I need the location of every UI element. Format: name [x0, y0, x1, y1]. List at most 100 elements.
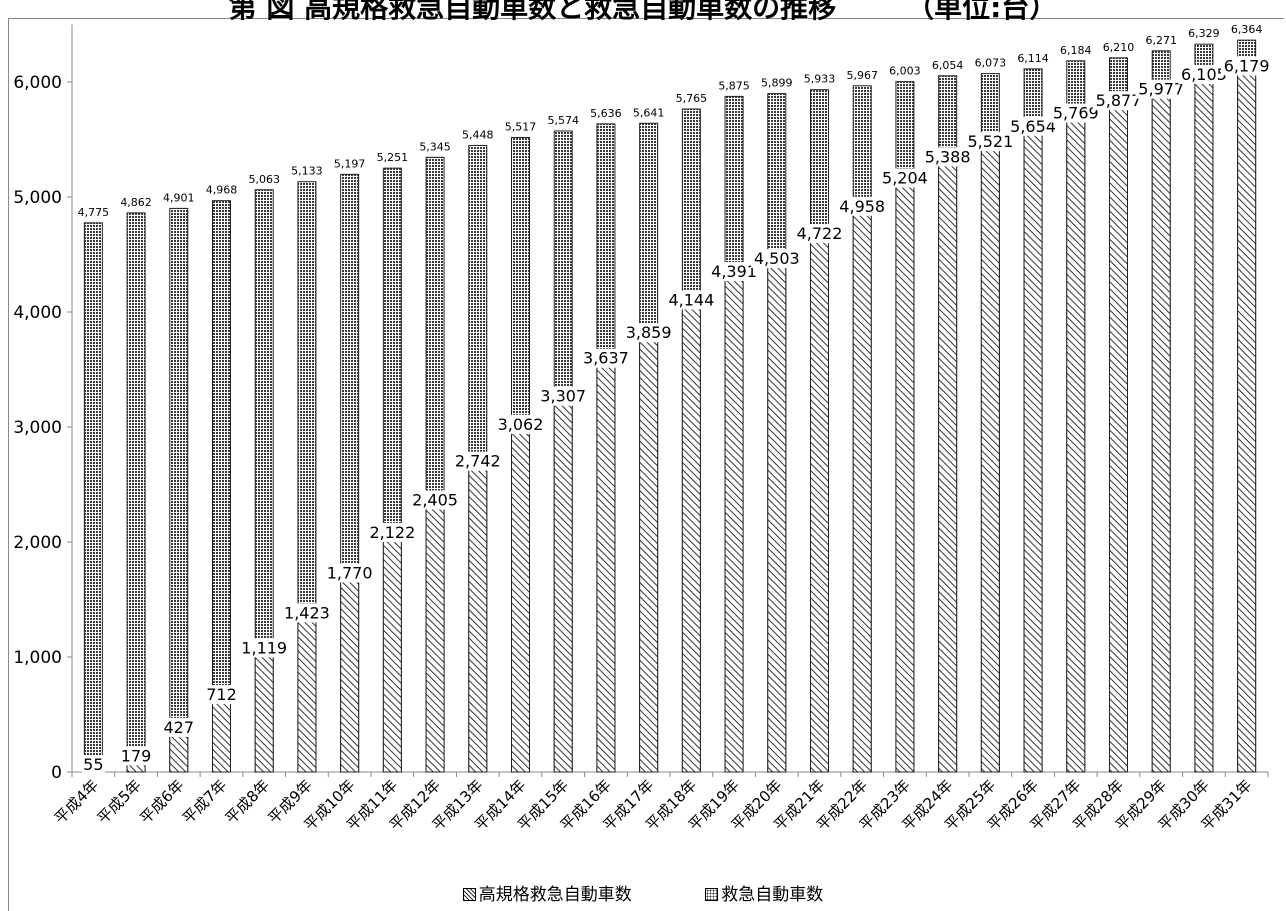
bar-koukikaku	[1109, 95, 1128, 773]
data-label-kyukyu: 6,271	[1145, 34, 1177, 47]
bar-koukikaku	[511, 419, 530, 773]
data-label-koukikaku: 4,722	[797, 224, 843, 243]
y-tick-label: 5,000	[13, 188, 62, 208]
y-tick-label: 3,000	[13, 418, 62, 438]
x-category-label: 平成6年	[136, 776, 187, 827]
y-tick-label: 4,000	[13, 303, 62, 323]
legend-item-kyukyu: 救急自動車数	[705, 880, 823, 905]
data-label-kyukyu: 6,184	[1060, 44, 1092, 57]
bar-koukikaku	[340, 567, 360, 773]
data-label-box	[879, 168, 931, 188]
data-label-box	[793, 223, 846, 243]
data-label-koukikaku: 712	[206, 685, 237, 704]
bar-koukikaku	[425, 494, 445, 773]
data-label-koukikaku: 5,877	[1096, 91, 1142, 110]
data-label-box	[836, 196, 888, 216]
data-label-koukikaku: 1,119	[241, 638, 287, 657]
bar-koukikaku	[297, 607, 317, 773]
bar-koukikaku	[596, 353, 616, 773]
data-label-box	[622, 323, 675, 343]
data-label-kyukyu: 5,063	[248, 173, 280, 186]
data-label-koukikaku: 5,521	[967, 132, 1013, 151]
data-label-kyukyu: 5,197	[334, 157, 366, 170]
data-label-box	[964, 132, 1017, 152]
data-label-kyukyu: 5,641	[633, 106, 665, 119]
data-label-koukikaku: 4,391	[711, 262, 757, 281]
bar-koukikaku	[980, 136, 1000, 773]
bar-koukikaku	[1066, 108, 1086, 773]
bar-koukikaku	[852, 201, 872, 773]
bar-koukikaku	[468, 456, 488, 773]
chart-frame	[8, 18, 1284, 911]
y-tick-label: 2,000	[13, 533, 62, 553]
data-label-box	[81, 755, 105, 774]
legend-label-kyukyu: 救急自動車数	[721, 885, 824, 905]
data-label-koukikaku: 1,770	[327, 563, 373, 582]
data-label-kyukyu: 4,901	[163, 191, 195, 204]
data-label-box	[1007, 116, 1059, 136]
data-label-kyukyu: 4,862	[120, 196, 152, 209]
data-label-koukikaku: 3,062	[498, 415, 544, 434]
data-label-kyukyu: 6,329	[1188, 27, 1220, 40]
data-label-box	[409, 490, 461, 510]
data-label-kyukyu: 6,114	[1017, 52, 1049, 65]
data-label-box	[665, 290, 718, 310]
bar-koukikaku	[895, 173, 915, 773]
data-label-koukikaku: 2,122	[369, 523, 415, 542]
data-label-box	[708, 262, 760, 282]
bar-koukikaku	[767, 253, 787, 773]
data-label-koukikaku: 4,503	[754, 249, 800, 268]
data-label-kyukyu: 6,210	[1103, 41, 1135, 54]
data-label-koukikaku: 1,423	[284, 603, 330, 622]
data-label-box	[1220, 56, 1273, 76]
bar-kyukyu	[83, 222, 103, 773]
bar-koukikaku	[553, 391, 573, 773]
data-label-koukikaku: 4,144	[668, 290, 714, 309]
data-label-kyukyu: 5,448	[462, 128, 494, 141]
data-label-kyukyu: 5,251	[377, 151, 409, 164]
data-label-kyukyu: 4,775	[78, 206, 110, 219]
bar-koukikaku	[639, 327, 659, 773]
data-label-box	[1092, 91, 1145, 111]
data-label-kyukyu: 6,054	[932, 59, 964, 72]
data-label-koukikaku: 2,742	[455, 452, 501, 471]
y-tick-label: 0	[51, 763, 62, 783]
data-label-koukikaku: 179	[121, 746, 152, 765]
data-label-kyukyu: 5,765	[676, 92, 708, 105]
data-label-kyukyu: 5,636	[590, 107, 622, 120]
data-label-box	[452, 451, 504, 471]
data-label-box	[921, 147, 974, 167]
data-label-koukikaku: 3,307	[540, 387, 586, 406]
data-label-koukikaku: 55	[83, 755, 103, 774]
data-label-kyukyu: 6,364	[1231, 23, 1263, 36]
bar-kyukyu	[126, 212, 146, 773]
data-label-box	[162, 717, 196, 737]
data-label-koukikaku: 5,388	[925, 147, 971, 166]
data-label-box	[580, 348, 632, 368]
x-category-label: 平成5年	[94, 776, 145, 827]
data-label-box	[1050, 103, 1102, 123]
data-label-box	[119, 746, 153, 766]
legend-swatch-diagonal	[462, 888, 476, 901]
data-label-koukikaku: 6,179	[1224, 56, 1270, 75]
chart-title: 第 図 高規格救急自動車数と救急自動車数の推移 （単位:台）	[228, 0, 1058, 24]
data-label-box	[366, 522, 419, 542]
bar-koukikaku	[938, 151, 958, 773]
data-label-kyukyu: 5,899	[761, 77, 793, 90]
data-label-box	[537, 386, 589, 406]
data-label-kyukyu: 5,875	[718, 79, 750, 92]
data-label-koukikaku: 4,958	[839, 197, 885, 216]
data-label-box	[1135, 79, 1187, 99]
data-label-box	[494, 414, 547, 434]
bar-koukikaku	[681, 294, 701, 773]
legend-label-koukikaku: 高規格救急自動車数	[478, 885, 632, 905]
y-tick-label: 1,000	[13, 648, 62, 668]
data-label-koukikaku: 6,105	[1181, 65, 1227, 84]
data-label-box	[323, 563, 376, 583]
bar-koukikaku	[1023, 121, 1043, 773]
data-label-box	[238, 638, 290, 658]
data-label-koukikaku: 3,637	[583, 349, 629, 368]
data-label-koukikaku: 3,859	[626, 323, 672, 342]
x-category-label: 平成7年	[179, 776, 230, 827]
